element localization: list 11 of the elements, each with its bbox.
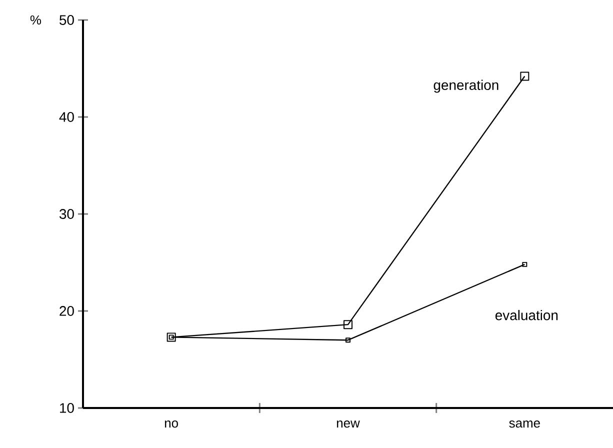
x-tick-label: same [509, 420, 540, 428]
x-tick-label: no [164, 420, 178, 428]
y-tick-label: 10 [60, 403, 74, 413]
y-tick-label: 20 [60, 306, 74, 316]
y-axis-title: % [30, 15, 42, 25]
text: evaluation [495, 310, 558, 320]
series-label: generation [434, 80, 498, 93]
y-tick-label: 30 [59, 209, 74, 219]
y-tick-label: 50 [60, 15, 74, 25]
x-tick-label: new [336, 420, 360, 428]
y-tick-label: 40 [59, 112, 74, 122]
